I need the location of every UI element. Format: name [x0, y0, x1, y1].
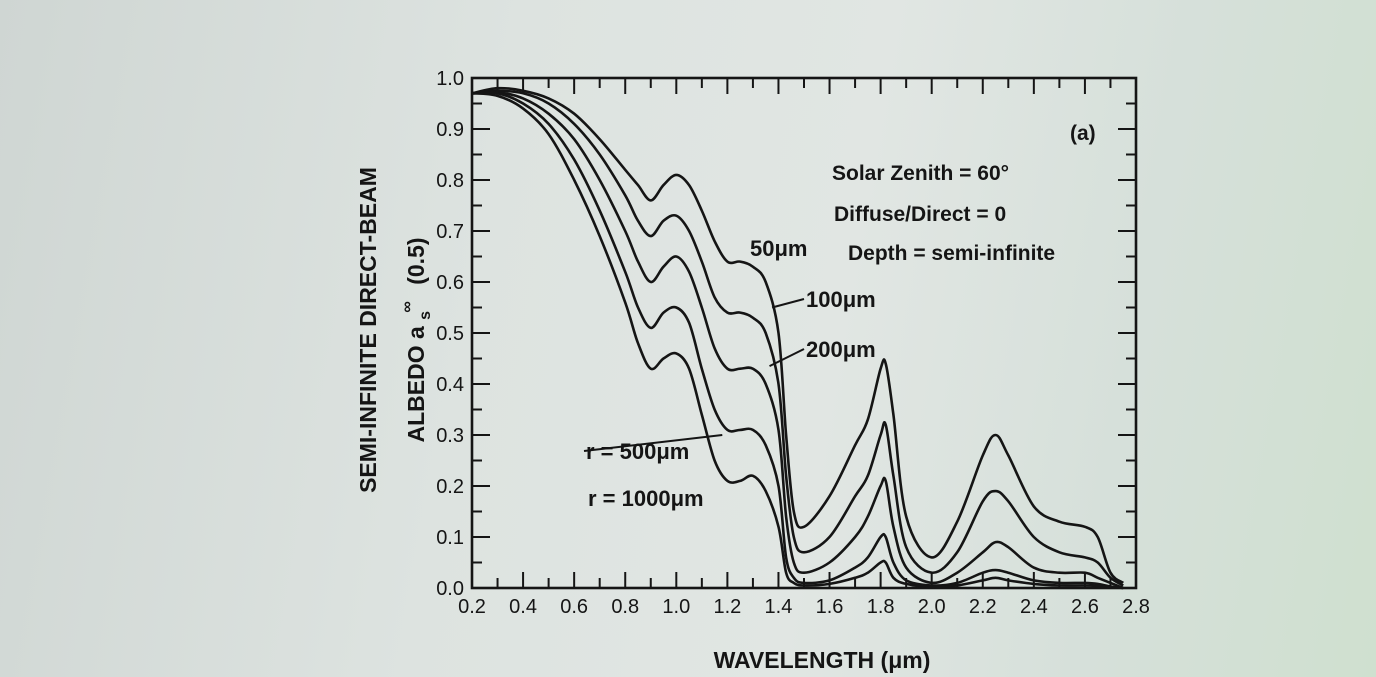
x-tick-label: 1.4	[765, 596, 793, 618]
x-tick-label: 1.6	[816, 596, 844, 618]
y-axis-title-sup: ∞	[399, 301, 416, 312]
y-axis-title-albedo: ALBEDO a	[403, 326, 429, 443]
x-axis-tick-labels: 0.2 0.4 0.6 0.8 1.0 1.2 1.4 1.6 1.8 2.0 2.2 2.4 2.6 2…	[458, 596, 1150, 618]
series-line	[471, 91, 1124, 590]
x-tick-label: 2.4	[1020, 596, 1048, 618]
y-axis-subtitle: ALBEDO a s ∞ (0.5)	[391, 237, 435, 442]
x-tick-label: 2.2	[969, 596, 997, 618]
y-tick-label: 0.0	[436, 578, 464, 600]
x-axis-ticks	[471, 78, 1137, 588]
x-tick-label: 2.0	[918, 596, 946, 618]
y-tick-label: 0.9	[436, 119, 464, 141]
annotation-depth: Depth = semi-infinite	[848, 242, 1055, 265]
y-axis-title-line2: ALBEDO a s ∞ (0.5)	[391, 237, 435, 442]
series-line	[471, 89, 1124, 587]
y-tick-label: 0.7	[436, 221, 464, 243]
x-tick-label: 1.2	[713, 596, 741, 618]
x-tick-label: 1.0	[662, 596, 690, 618]
x-tick-label: 2.8	[1122, 596, 1150, 618]
y-axis-title-sub: s	[417, 311, 434, 320]
y-tick-label: 0.5	[436, 323, 464, 345]
x-axis-title: WAVELENGTH (μm)	[714, 647, 931, 673]
y-axis-tick-labels: 0.0 0.1 0.2 0.3 0.4 0.5 0.6 0.7 0.8 0.9 1.0	[436, 68, 464, 600]
y-tick-label: 0.1	[436, 527, 464, 549]
y-tick-label: 1.0	[436, 68, 464, 90]
series-label: r = 1000μm	[588, 486, 704, 511]
x-tick-label: 0.2	[458, 596, 486, 618]
series-line	[471, 90, 1124, 590]
y-tick-label: 0.3	[436, 425, 464, 447]
series-line	[471, 86, 1125, 584]
annotation-diffuse-direct: Diffuse/Direct = 0	[834, 203, 1006, 226]
y-tick-label: 0.4	[436, 374, 464, 396]
x-tick-label: 0.8	[611, 596, 639, 618]
series-label-leader	[583, 434, 723, 452]
y-axis-title-line1: SEMI-INFINITE DIRECT-BEAM	[355, 167, 381, 493]
y-axis-title-tail: (0.5)	[403, 237, 429, 284]
series-curves	[471, 86, 1125, 590]
series-label: r = 500μm	[586, 439, 689, 464]
series-labels: 50μm 100μm 200μm r = 500μm r = 1000μm	[583, 236, 876, 511]
y-tick-label: 0.6	[436, 272, 464, 294]
x-tick-label: 0.6	[560, 596, 588, 618]
y-axis-title: SEMI-INFINITE DIRECT-BEAM	[355, 167, 381, 493]
x-tick-label: 2.6	[1071, 596, 1099, 618]
series-line	[471, 92, 1124, 590]
y-tick-label: 0.8	[436, 170, 464, 192]
series-label: 200μm	[806, 337, 876, 362]
series-label-leader	[769, 348, 805, 368]
y-axis-ticks	[472, 77, 1136, 589]
y-tick-label: 0.2	[436, 476, 464, 498]
x-tick-label: 0.4	[509, 596, 537, 618]
panel-label: (a)	[1070, 122, 1096, 145]
series-label: 50μm	[750, 236, 808, 261]
series-label-leader	[771, 298, 805, 309]
x-tick-label: 1.8	[867, 596, 895, 618]
series-label: 100μm	[806, 287, 876, 312]
annotation-solar-zenith: Solar Zenith = 60°	[832, 162, 1009, 185]
